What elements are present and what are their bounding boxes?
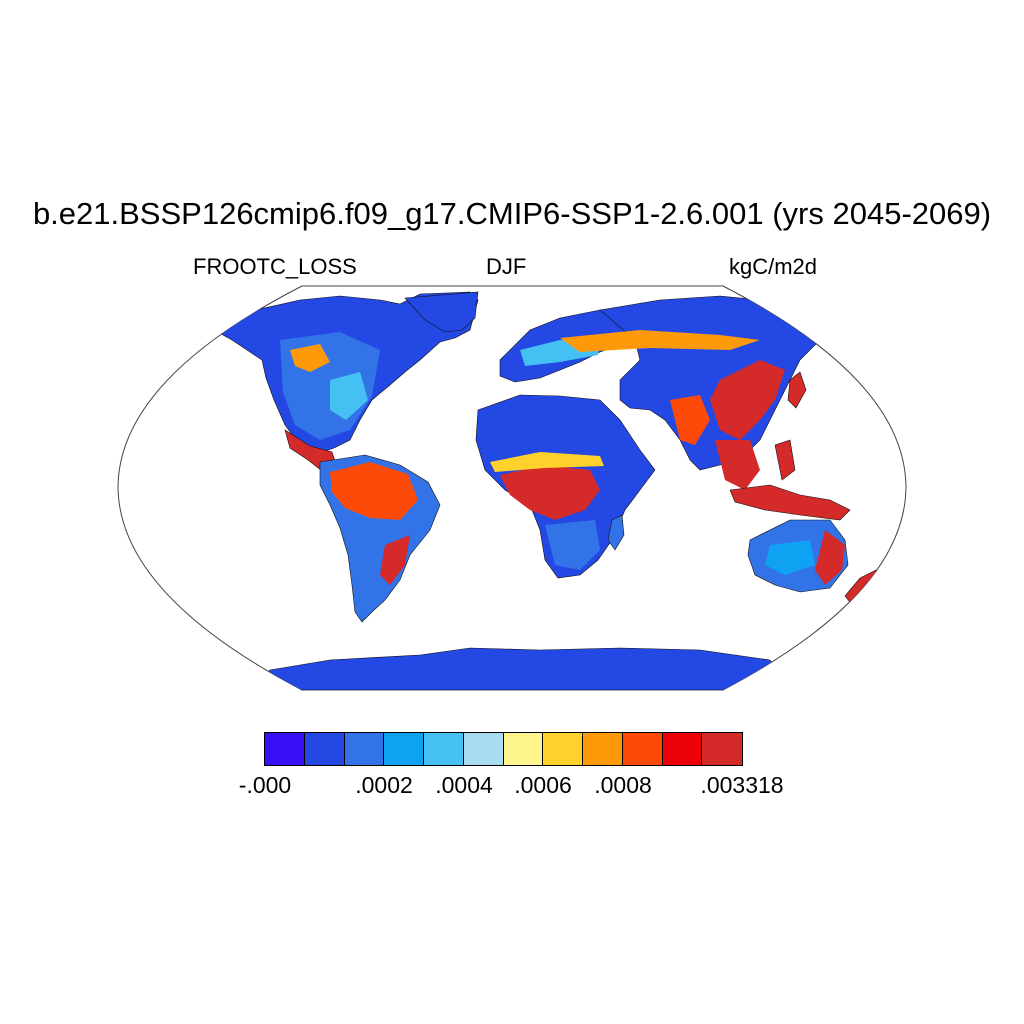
north-america-hotspot <box>290 344 330 372</box>
colorbar-box-9 <box>583 733 623 765</box>
colorbar-box-5 <box>424 733 464 765</box>
colorbar-box-3 <box>344 733 385 765</box>
indonesia <box>729 484 851 521</box>
colorbar-box-1 <box>265 733 305 765</box>
amazon-hotspot <box>330 462 418 520</box>
east-asia-hotspot <box>710 360 785 440</box>
colorbar-box-6 <box>463 733 504 765</box>
colorbar-box-7 <box>503 733 544 765</box>
colorbar-label: -.000 <box>238 772 292 798</box>
africa-sahel <box>490 452 604 472</box>
australia-interior <box>765 540 815 575</box>
madagascar <box>607 514 625 551</box>
units-label: kgC/m2d <box>729 254 818 279</box>
colorbar-label: .0002 <box>355 772 413 798</box>
colorbar-box-2 <box>304 733 345 765</box>
south-asia-hotspot <box>670 395 710 445</box>
africa-south <box>545 520 600 570</box>
colorbar-label: .0008 <box>594 772 652 798</box>
colorbar-label: .003318 <box>700 772 784 798</box>
africa-tropics <box>500 465 600 520</box>
indochina-hotspot <box>715 440 760 490</box>
colorbar-box-11 <box>662 733 703 765</box>
season-label: DJF <box>486 254 527 279</box>
brazil-coast-hotspot <box>380 535 410 585</box>
siberia-band <box>560 330 760 352</box>
colorbar-label: .0006 <box>514 772 572 798</box>
philippines <box>774 439 796 481</box>
colorbar-box-12 <box>702 733 742 765</box>
colorbar-box-4 <box>384 733 424 765</box>
colorbar-label: .0004 <box>435 772 493 798</box>
greenland <box>404 291 479 333</box>
colorbar-box-8 <box>543 733 583 765</box>
east-us-band <box>330 372 368 420</box>
colorbar-box-10 <box>622 733 663 765</box>
plot-title: b.e21.BSSP126cmip6.f09_g17.CMIP6-SSP1-2.… <box>32 196 992 231</box>
colorbar <box>264 732 743 766</box>
australia-east-hotspot <box>815 530 845 585</box>
japan <box>787 371 807 409</box>
variable-label: FROOTC_LOSS <box>193 254 357 279</box>
